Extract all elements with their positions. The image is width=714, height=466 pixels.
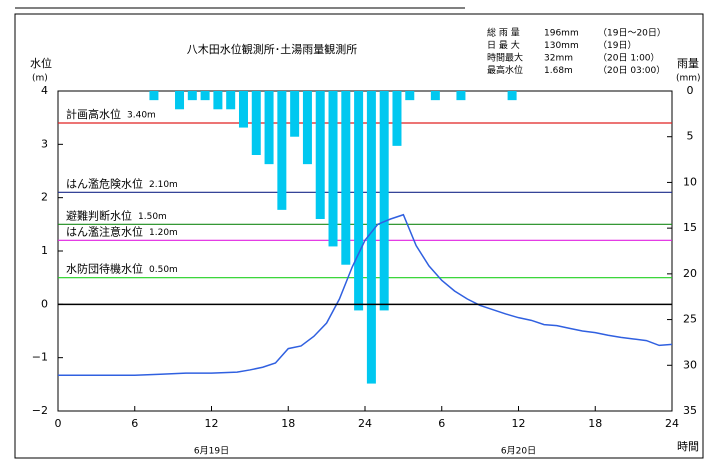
summary-text: 最高水位: [487, 64, 523, 76]
rain-bar: [226, 91, 236, 110]
plot-area: [57, 90, 673, 412]
rain-bar: [328, 91, 338, 247]
reference-value-label: 0.50m: [149, 265, 178, 275]
summary-text: 時間最大: [487, 52, 523, 64]
rain-bar: [149, 91, 159, 101]
y2-tick-label: 30: [683, 358, 697, 371]
summary-text: 130mm: [544, 41, 579, 51]
rain-bar: [302, 91, 312, 165]
date-label: 6月20日: [501, 446, 536, 457]
rain-bar: [213, 91, 223, 110]
rain-bar: [251, 91, 261, 155]
y-tick-label: −1: [32, 351, 48, 364]
x-tick-label: 6: [131, 417, 138, 430]
y2-tick-label: 20: [683, 267, 697, 280]
rain-bar: [315, 91, 325, 219]
reference-label: 計画高水位: [66, 107, 121, 121]
reference-label: 水防団待機水位: [66, 262, 143, 276]
rain-bar: [430, 91, 440, 101]
reference-label: はん濫注意水位: [66, 224, 143, 238]
rain-bar: [507, 91, 517, 101]
x-tick-label: 18: [588, 417, 602, 430]
y2-tick-label: 10: [683, 175, 697, 188]
reference-value-label: 1.50m: [138, 212, 167, 222]
y2-tick-label: 0: [687, 84, 694, 97]
rain-bar: [175, 91, 185, 110]
y-tick-label: 0: [41, 297, 48, 310]
x-tick-label: 0: [55, 417, 62, 430]
y-tick-label: 3: [41, 137, 48, 150]
water-level-line: [58, 213, 673, 377]
frame: [14, 13, 704, 459]
rain-bar: [379, 91, 389, 311]
summary-text: （20日 03:00）: [598, 65, 665, 76]
y-tick-label: −2: [32, 404, 48, 417]
summary-text: （20日 1:00）: [598, 53, 660, 64]
chart-title: 八木田水位観測所･土湯雨量観測所: [187, 42, 358, 56]
x-tick-label: 12: [512, 417, 526, 430]
rain-bar: [456, 91, 466, 101]
date-label: 6月19日: [194, 446, 229, 457]
rain-bar: [187, 91, 197, 101]
summary-text: 1.68m: [544, 66, 573, 76]
rain-bar: [200, 91, 210, 101]
summary-text: （19日）: [598, 40, 636, 51]
rain-bar: [354, 91, 364, 311]
y2-tick-label: 35: [683, 404, 697, 417]
reference-value-label: 1.20m: [149, 228, 178, 238]
rain-bar: [392, 91, 402, 146]
x-tick-label: 6: [438, 417, 445, 430]
y-tick-label: 2: [41, 191, 48, 204]
y-unit: (m): [32, 74, 48, 84]
rain-bar: [341, 91, 351, 265]
y-tick-label: 4: [41, 84, 48, 97]
y-tick-label: 1: [41, 244, 48, 257]
rain-bar: [238, 91, 248, 128]
x-tick-label: 24: [665, 417, 679, 430]
y2-unit: (mm): [676, 74, 701, 84]
rain-bar: [264, 91, 274, 165]
y2-tick-label: 15: [683, 221, 697, 234]
reference-value-label: 3.40m: [127, 111, 156, 121]
rain-bar: [405, 91, 415, 101]
y-label: 水位: [30, 56, 52, 70]
summary-text: 総 雨 量: [487, 27, 520, 39]
reference-label: はん濫危険水位: [66, 176, 143, 190]
summary-text: （19日～20日）: [598, 28, 666, 39]
y2-tick-label: 25: [683, 313, 697, 326]
y2-label: 雨量: [677, 57, 699, 70]
rain-bar: [290, 91, 300, 137]
reference-value-label: 2.10m: [149, 180, 178, 190]
summary-text: 32mm: [544, 54, 573, 64]
x-tick-label: 24: [358, 417, 372, 430]
y2-tick-label: 5: [687, 130, 694, 143]
x-label: 時間: [677, 440, 699, 453]
x-tick-label: 12: [205, 417, 219, 430]
reference-label: 避難判断水位: [66, 208, 132, 222]
x-tick-label: 18: [281, 417, 295, 430]
rain-bar: [277, 91, 287, 210]
rain-bar: [366, 91, 376, 384]
summary-text: 日 最 大: [487, 39, 520, 51]
summary-text: 196mm: [544, 29, 579, 39]
